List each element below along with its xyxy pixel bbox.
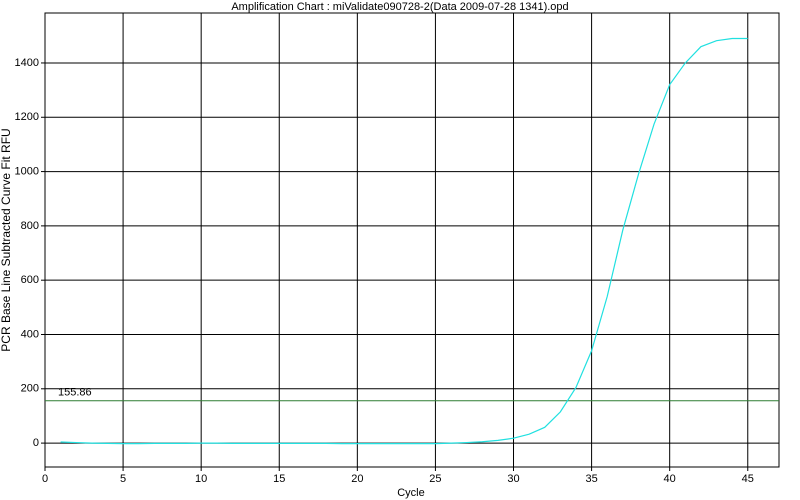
y-axis-label: PCR Base Line Subtracted Curve Fit RFU — [0, 128, 13, 351]
x-tick-label: 5 — [120, 473, 126, 485]
y-tick-label: 1200 — [15, 111, 39, 123]
y-tick-label: 1000 — [15, 165, 39, 177]
y-tick-label: 1400 — [15, 57, 39, 69]
y-tick-label: 0 — [33, 437, 39, 449]
x-tick-label: 40 — [664, 473, 676, 485]
x-tick-label: 0 — [42, 473, 48, 485]
x-tick-label: 20 — [351, 473, 363, 485]
x-tick-label: 45 — [742, 473, 754, 485]
x-tick-label: 15 — [273, 473, 285, 485]
x-axis-label: Cycle — [397, 487, 425, 499]
chart-title: Amplification Chart : miValidate090728-2… — [231, 1, 568, 13]
plot-area — [44, 12, 780, 468]
y-tick-label: 800 — [21, 220, 39, 232]
x-tick-label: 25 — [429, 473, 441, 485]
x-tick-label: 35 — [585, 473, 597, 485]
x-tick-label: 30 — [507, 473, 519, 485]
y-tick-label: 600 — [21, 274, 39, 286]
x-tick-label: 10 — [195, 473, 207, 485]
threshold-label: 155.86 — [58, 387, 92, 399]
data-line — [60, 37, 748, 445]
y-tick-label: 400 — [21, 328, 39, 340]
y-tick-label: 200 — [21, 383, 39, 395]
